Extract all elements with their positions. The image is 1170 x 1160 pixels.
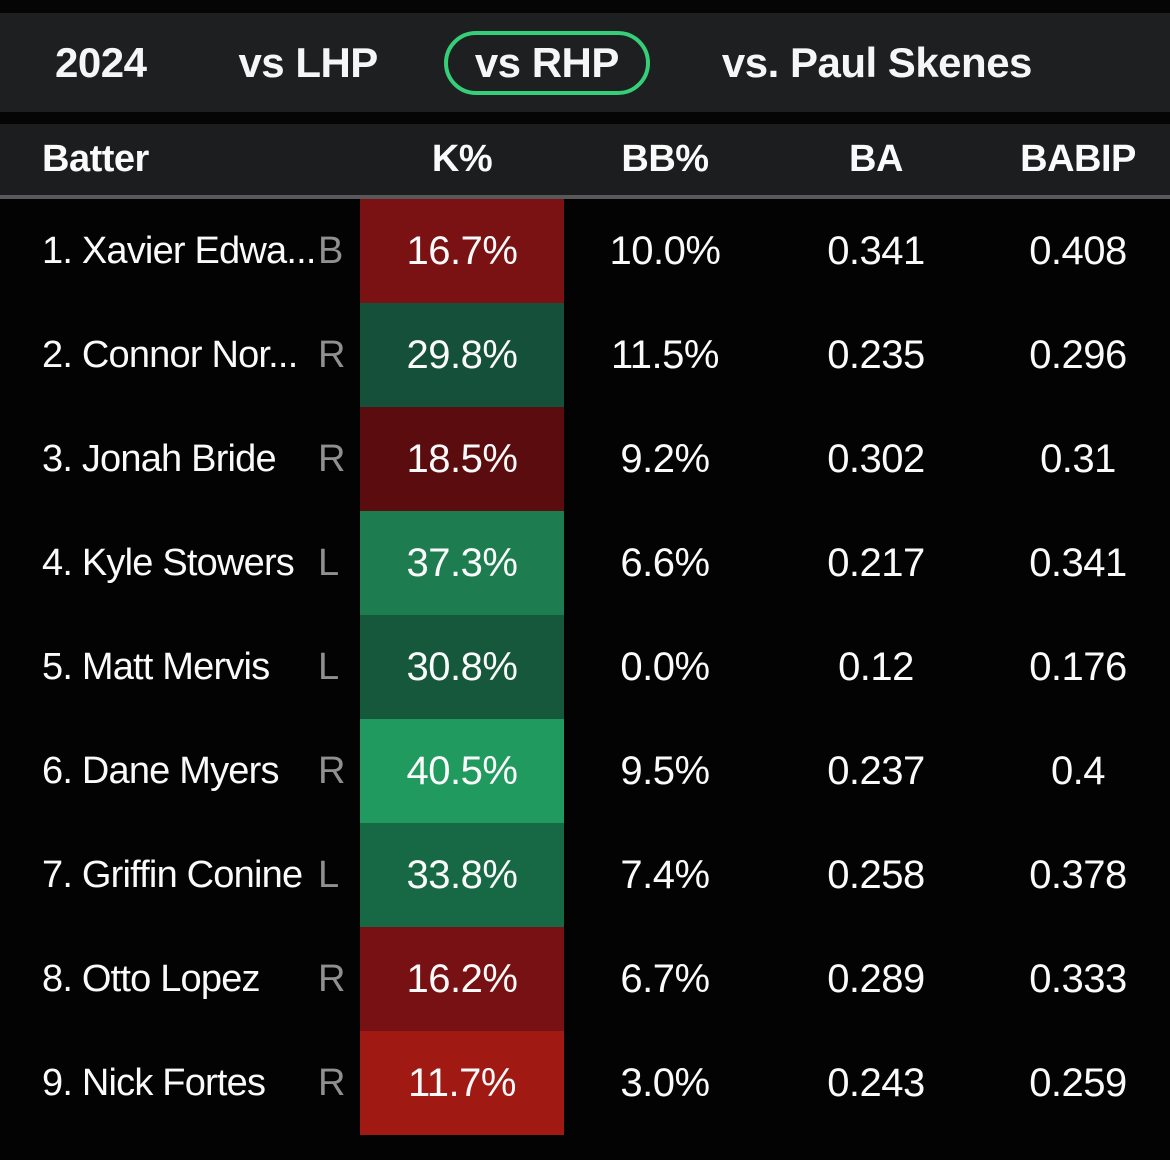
batter-name: 4. Kyle Stowers	[42, 541, 295, 584]
batter-handedness: L	[318, 853, 339, 896]
ba-value: 0.302	[827, 436, 925, 481]
tab-vs-rhp-label: vs RHP	[474, 38, 620, 86]
batter-name: 2. Connor Nor...	[42, 333, 298, 376]
column-header-bb-pct[interactable]: BB%	[621, 138, 709, 180]
column-header-ba[interactable]: BA	[849, 138, 903, 180]
ba-value: 0.243	[827, 1060, 925, 1105]
table-header: Batter K% BB% BA BABIP	[0, 124, 1170, 199]
babip-value: 0.4	[1050, 748, 1106, 793]
table-row[interactable]: 1. Xavier Edwa... B 16.7% 10.0% 0.341 0.408	[0, 199, 1170, 303]
batter-handedness: R	[318, 957, 345, 1000]
bb-pct-value: 0.0%	[620, 644, 710, 689]
batter-name: 5. Matt Mervis	[42, 645, 270, 688]
batter-name: 8. Otto Lopez	[42, 957, 261, 1000]
bb-pct-value: 11.5%	[611, 332, 719, 377]
bb-pct-value: 9.2%	[620, 436, 710, 481]
tab-vs-paul-skenes[interactable]: vs. Paul Skenes	[721, 38, 1033, 86]
babip-value: 0.408	[1029, 228, 1127, 273]
table-row[interactable]: 3. Jonah Bride R 18.5% 9.2% 0.302 0.31	[0, 407, 1170, 511]
column-header-k-pct[interactable]: K%	[431, 138, 493, 180]
tab-bar: 2024 vs LHP vs RHP vs. Paul Skenes	[0, 13, 1170, 112]
k-pct-heatmap-cell: 40.5%	[360, 719, 564, 823]
column-header-batter[interactable]: Batter	[42, 138, 149, 180]
divider	[0, 112, 1170, 124]
k-pct-heatmap-cell: 11.7%	[360, 1031, 564, 1135]
batter-handedness: R	[318, 437, 345, 480]
batter-handedness: R	[318, 1061, 345, 1104]
babip-value: 0.296	[1029, 332, 1127, 377]
tab-2024[interactable]: 2024	[55, 38, 147, 86]
ba-value: 0.217	[827, 540, 925, 585]
table-row[interactable]: 7. Griffin Conine L 33.8% 7.4% 0.258 0.378	[0, 823, 1170, 927]
ba-value: 0.341	[827, 228, 925, 273]
k-pct-heatmap-cell: 33.8%	[360, 823, 564, 927]
ba-value: 0.237	[827, 748, 925, 793]
k-pct-heatmap-cell: 16.2%	[360, 927, 564, 1031]
table-row[interactable]: 6. Dane Myers R 40.5% 9.5% 0.237 0.4	[0, 719, 1170, 823]
babip-value: 0.341	[1029, 540, 1127, 585]
bb-pct-value: 3.0%	[620, 1060, 710, 1105]
bb-pct-value: 6.6%	[620, 540, 710, 585]
batter-handedness: R	[318, 333, 345, 376]
batter-handedness: B	[318, 229, 343, 272]
batter-name: 7. Griffin Conine	[42, 853, 303, 896]
bb-pct-value: 10.0%	[609, 228, 721, 273]
k-pct-heatmap-cell: 16.7%	[360, 199, 564, 303]
tab-vs-rhp-selected[interactable]: vs RHP	[443, 30, 650, 95]
column-header-babip[interactable]: BABIP	[1020, 138, 1136, 180]
k-pct-heatmap-cell: 30.8%	[360, 615, 564, 719]
table-row[interactable]: 8. Otto Lopez R 16.2% 6.7% 0.289 0.333	[0, 927, 1170, 1031]
k-pct-heatmap-cell: 18.5%	[360, 407, 564, 511]
k-pct-heatmap-cell: 37.3%	[360, 511, 564, 615]
table-row[interactable]: 4. Kyle Stowers L 37.3% 6.6% 0.217 0.341	[0, 511, 1170, 615]
batter-handedness: L	[318, 541, 339, 584]
batter-name: 3. Jonah Bride	[42, 437, 277, 480]
batter-handedness: R	[318, 749, 345, 792]
bb-pct-value: 6.7%	[620, 956, 710, 1001]
batter-name: 6. Dane Myers	[42, 749, 280, 792]
bb-pct-value: 7.4%	[620, 852, 710, 897]
table-body: 1. Xavier Edwa... B 16.7% 10.0% 0.341 0.408 2.…	[0, 199, 1170, 1135]
table-row[interactable]: 9. Nick Fortes R 11.7% 3.0% 0.243 0.259	[0, 1031, 1170, 1135]
tab-vs-lhp[interactable]: vs LHP	[238, 38, 378, 86]
batter-name: 9. Nick Fortes	[42, 1061, 266, 1104]
ba-value: 0.235	[827, 332, 925, 377]
babip-value: 0.259	[1029, 1060, 1127, 1105]
table-row[interactable]: 5. Matt Mervis L 30.8% 0.0% 0.12 0.176	[0, 615, 1170, 719]
ba-value: 0.289	[827, 956, 925, 1001]
k-pct-heatmap-cell: 29.8%	[360, 303, 564, 407]
ba-value: 0.258	[827, 852, 925, 897]
ba-value: 0.12	[838, 644, 914, 689]
batter-name: 1. Xavier Edwa...	[42, 229, 316, 272]
babip-value: 0.333	[1029, 956, 1127, 1001]
babip-value: 0.31	[1040, 436, 1116, 481]
babip-value: 0.378	[1029, 852, 1127, 897]
top-strip	[0, 0, 1170, 13]
bb-pct-value: 9.5%	[620, 748, 710, 793]
babip-value: 0.176	[1029, 644, 1127, 689]
table-row[interactable]: 2. Connor Nor... R 29.8% 11.5% 0.235 0.296	[0, 303, 1170, 407]
batter-handedness: L	[318, 645, 339, 688]
